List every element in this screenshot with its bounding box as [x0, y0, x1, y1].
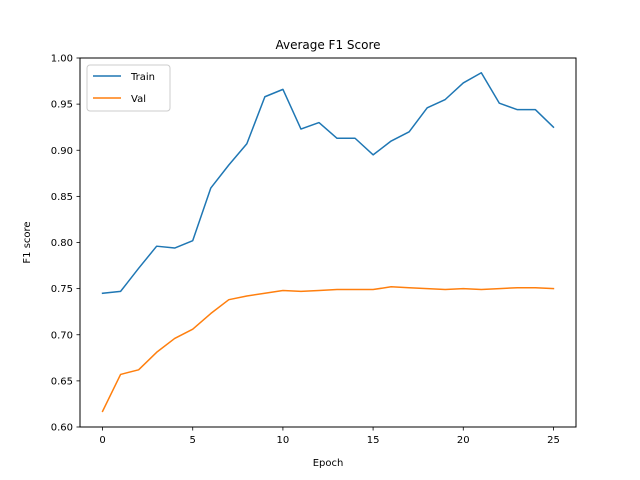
y-tick-label: 1.00 [51, 54, 73, 65]
x-tick-label: 20 [457, 435, 470, 446]
series-line-train [101, 72, 555, 295]
y-tick-label: 0.85 [51, 192, 73, 203]
x-tick-label: 10 [277, 435, 290, 446]
legend-box [86, 64, 171, 112]
y-tick-label: 0.65 [51, 376, 73, 387]
y-tick-label: 0.90 [51, 146, 73, 157]
series-line-val [101, 286, 555, 413]
y-tick-label: 0.95 [51, 100, 73, 111]
plot-area [101, 72, 555, 413]
legend-label-val: Val [131, 94, 146, 105]
legend-label-train: Train [130, 72, 155, 83]
chart-title: Average F1 Score [275, 38, 380, 52]
y-tick-label: 0.60 [51, 423, 73, 434]
x-tick-label: 5 [190, 435, 196, 446]
y-axis-label: F1 score [22, 221, 33, 263]
y-tick-label: 0.75 [51, 284, 73, 295]
x-tick-label: 0 [99, 435, 105, 446]
x-axis-label: Epoch [313, 458, 344, 469]
x-tick-label: 15 [367, 435, 380, 446]
legend: Train Val [86, 64, 171, 112]
axis-ticks: 0 5 10 15 20 25 0.60 0.65 0.70 0.75 0.80 0.85 0.90 0.… [51, 54, 560, 447]
x-tick-label: 25 [547, 435, 560, 446]
y-tick-label: 0.70 [51, 330, 73, 341]
y-tick-label: 0.80 [51, 238, 73, 249]
